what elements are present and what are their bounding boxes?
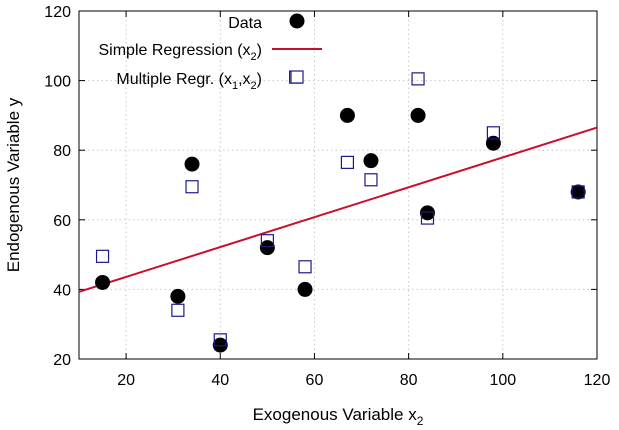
y-tick-label: 40 — [53, 282, 71, 299]
x-tick-label: 80 — [400, 372, 418, 389]
multiple-regression-point — [486, 126, 500, 140]
y-tick-label: 100 — [44, 74, 71, 91]
multiple-regression-series — [95, 70, 585, 347]
x-axis-label: Exogenous Variable x2 — [253, 405, 424, 428]
multiple-regression-point — [298, 260, 312, 274]
y-tick-label: 20 — [53, 352, 71, 369]
axis-ticks — [79, 10, 598, 360]
multiple-regression-point — [95, 249, 110, 263]
y-tick-label: 60 — [53, 213, 71, 230]
multiple-regression-point — [260, 234, 274, 248]
y-tick-label: 80 — [53, 143, 71, 160]
x-tick-label: 100 — [489, 372, 516, 389]
multiple-regression-point — [364, 173, 378, 187]
data-point — [410, 107, 426, 123]
x-tick-labels: 20 40 60 80 100 120 — [117, 372, 610, 389]
legend: Data Simple Regression (x2) Multiple Reg… — [98, 13, 322, 92]
legend-marker-multiple-regression — [290, 70, 304, 84]
multiple-regression-point — [420, 211, 435, 225]
y-tick-label: 120 — [44, 4, 71, 21]
data-point — [259, 240, 275, 256]
multiple-regression-point — [213, 333, 227, 347]
data-point — [212, 337, 228, 353]
data-point — [297, 281, 313, 297]
x-tick-label: 20 — [117, 372, 135, 389]
multiple-regression-point — [185, 180, 199, 194]
data-point — [570, 184, 586, 200]
data-point — [170, 288, 186, 304]
grid-lines — [79, 11, 597, 359]
data-point — [485, 135, 501, 151]
y-axis-label: Endogenous Variable y — [4, 97, 23, 272]
legend-label-multiple-regression: Multiple Regr. (x1,x2) — [116, 71, 262, 92]
multiple-regression-point — [571, 185, 585, 199]
y-tick-labels: 20 40 60 80 100 120 — [44, 4, 71, 369]
legend-label-simple-regression: Simple Regression (x2) — [98, 42, 262, 63]
data-point — [339, 107, 355, 123]
data-point — [95, 274, 111, 290]
multiple-regression-point — [171, 303, 185, 317]
regression-line-segment — [78, 126, 598, 293]
x-tick-label: 60 — [306, 372, 324, 389]
simple-regression-line — [78, 126, 598, 293]
data-series — [95, 107, 586, 353]
legend-label-data: Data — [228, 15, 262, 32]
data-point — [363, 153, 379, 169]
plot-frame — [78, 10, 598, 360]
data-point — [419, 205, 435, 221]
data-point — [184, 156, 200, 172]
legend-marker-data — [289, 13, 305, 29]
x-tick-label: 120 — [584, 372, 611, 389]
multiple-regression-point — [340, 155, 355, 169]
x-tick-label: 40 — [211, 372, 229, 389]
multiple-regression-point — [411, 72, 425, 86]
